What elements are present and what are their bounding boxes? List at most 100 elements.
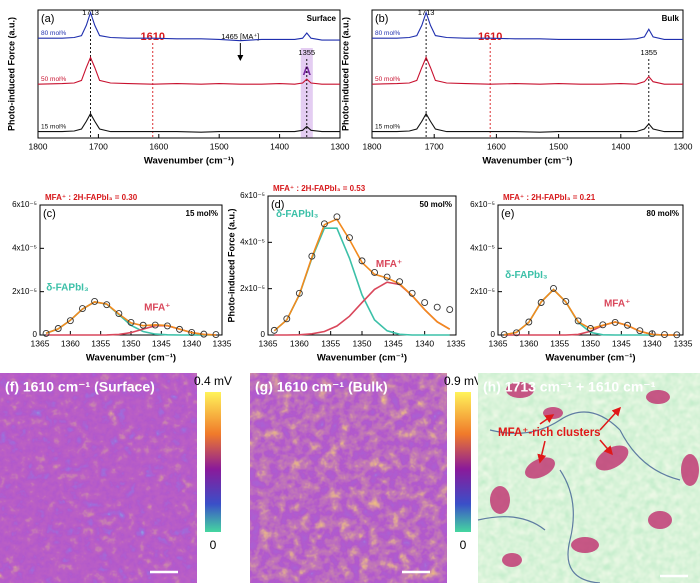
series-label: MFA⁺ <box>144 302 170 313</box>
x-tick-label: 1360 <box>61 338 80 348</box>
reference-label: 1610 <box>141 31 165 43</box>
x-axis-title: Wavenumber (cm⁻¹) <box>144 156 234 167</box>
x-tick-label: 1335 <box>213 338 232 348</box>
reference-label: 1355 <box>640 48 657 57</box>
panel-label: (b) <box>375 13 388 25</box>
data-point <box>115 310 123 317</box>
series-line <box>38 10 340 42</box>
data-point <box>308 252 316 260</box>
data-point <box>661 331 668 339</box>
series-line <box>273 227 450 336</box>
series-label: 15 mol% <box>41 123 67 130</box>
annotation-arrows <box>537 406 622 464</box>
map-h: (h) 1713 cm⁻¹ + 1610 cm⁻¹ MFA⁺-rich clus… <box>477 373 700 583</box>
y-tick-label: 6x10⁻⁵ <box>240 191 265 200</box>
panel-label: (d) <box>271 199 284 211</box>
series-line <box>37 55 340 85</box>
x-tick-label: 1335 <box>674 338 693 348</box>
series-label: 50 mol% <box>375 76 401 83</box>
series-line <box>371 55 683 85</box>
x-tick-label: 1365 <box>31 338 50 348</box>
data-point <box>54 325 62 332</box>
reference-label: 1355 <box>298 48 315 57</box>
data-point <box>66 317 74 325</box>
x-tick-label: 1300 <box>674 141 693 151</box>
clusters <box>490 382 699 567</box>
panel-title: 50 mol% <box>420 200 452 209</box>
x-tick-label: 1340 <box>415 338 434 348</box>
data-point <box>176 325 183 333</box>
data-point <box>79 305 86 313</box>
data-point <box>320 220 328 228</box>
series-label: δ-FAPbI₃ <box>46 282 89 293</box>
data-point <box>91 297 99 305</box>
x-tick-label: 1400 <box>611 141 630 151</box>
data-point <box>636 327 644 335</box>
annotation: MFA⁺-rich clusters <box>498 427 601 439</box>
plot-frame <box>37 9 341 139</box>
colorbar <box>455 392 471 532</box>
data-point <box>611 318 619 326</box>
panel-label: (c) <box>43 208 56 220</box>
colorbar <box>205 392 221 532</box>
y-tick-label: 2x10⁻⁵ <box>12 287 37 296</box>
y-tick-label: 2x10⁻⁵ <box>240 284 265 293</box>
x-tick-label: 1360 <box>290 338 309 348</box>
map-f: (f) 1610 cm⁻¹ (Surface) 0.4 mV 0 <box>0 373 232 583</box>
panel-label: (e) <box>501 208 514 220</box>
data-point <box>358 257 366 265</box>
grain-boundaries <box>477 411 681 583</box>
data-point <box>673 331 681 339</box>
x-tick-label: 1400 <box>270 141 289 151</box>
y-tick-label: 2x10⁻⁵ <box>470 287 495 296</box>
x-axis-title: Wavenumber (cm⁻¹) <box>545 353 635 364</box>
data-point <box>433 303 441 311</box>
data-point <box>624 321 631 329</box>
x-tick-label: 1600 <box>487 141 506 151</box>
x-axis-title: Wavenumber (cm⁻¹) <box>317 353 407 364</box>
data-point <box>574 317 582 325</box>
data-point <box>188 328 196 336</box>
data-point <box>283 315 291 323</box>
y-axis-title: Photo-induced Force (a.u.) <box>6 17 16 131</box>
x-tick-label: 1340 <box>643 338 662 348</box>
series-line <box>45 301 216 336</box>
data-point <box>42 330 50 337</box>
annotation: 1465 [MA⁺] <box>221 32 259 41</box>
data-point <box>295 289 303 297</box>
x-tick-label: 1800 <box>363 141 382 151</box>
y-tick-label: 4x10⁻⁵ <box>12 243 37 252</box>
data-point <box>333 213 341 221</box>
series-label: MFA⁺ <box>376 259 402 270</box>
reference-label: 1610 <box>478 31 502 43</box>
y-tick-label: 4x10⁻⁵ <box>470 243 495 252</box>
map-label: (g) 1610 cm⁻¹ (Bulk) <box>255 379 388 395</box>
data-point <box>599 321 607 329</box>
x-tick-label: 1345 <box>152 338 171 348</box>
y-axis-title: Photo-induced Force (a.u.) <box>340 17 350 131</box>
data-point <box>346 234 353 242</box>
x-tick-label: 1350 <box>122 338 141 348</box>
data-point <box>103 301 111 309</box>
data-point <box>525 318 533 326</box>
data-point <box>200 330 208 338</box>
panel-label: (a) <box>41 13 54 25</box>
data-point <box>500 331 508 339</box>
data-point <box>562 297 570 305</box>
y-tick-label: 0 <box>261 330 266 339</box>
force-map <box>250 373 447 583</box>
x-tick-label: 1500 <box>549 141 568 151</box>
data-point <box>139 321 147 329</box>
x-tick-label: 1335 <box>447 338 466 348</box>
colorbar-max: 0.9 mV <box>444 374 482 388</box>
x-tick-label: 1365 <box>259 338 278 348</box>
series-line <box>504 288 677 336</box>
y-tick-label: 0 <box>491 330 496 339</box>
data-point <box>163 322 171 330</box>
map-label: (h) 1713 cm⁻¹ + 1610 cm⁻¹ <box>483 379 656 395</box>
data-point <box>371 269 378 276</box>
map-label: (f) 1610 cm⁻¹ (Surface) <box>5 379 155 395</box>
data-point <box>383 273 391 281</box>
x-tick-label: 1340 <box>182 338 201 348</box>
y-tick-label: 0 <box>33 330 38 339</box>
